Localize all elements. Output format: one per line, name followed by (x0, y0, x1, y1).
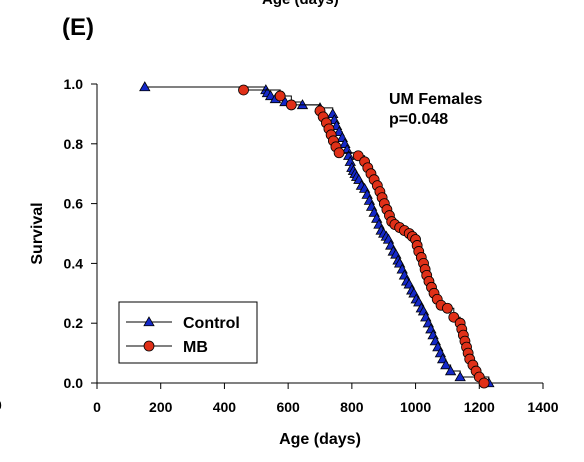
x-tick-label: 400 (213, 399, 237, 415)
clipped-previous-axis-title: Age (days) (262, 0, 339, 8)
mb-point (333, 147, 345, 159)
x-tick-label: 1400 (527, 399, 558, 415)
mb-point (274, 90, 286, 102)
control-point (454, 371, 466, 382)
x-tick-label: 0 (93, 399, 101, 415)
y-axis-title: Survival (29, 202, 46, 264)
panel-label: (E) (62, 14, 94, 41)
legend-label-control: Control (183, 315, 240, 332)
control-point (296, 99, 309, 110)
y-tick-label: 0.4 (64, 255, 84, 271)
control-point (444, 365, 457, 376)
x-axis-title: Age (days) (279, 431, 361, 448)
x-tick-label: 1200 (464, 399, 495, 415)
mb-point (442, 302, 453, 314)
legend-box (118, 301, 258, 364)
y-tick-label: 0.8 (64, 136, 84, 152)
mb-point (285, 99, 297, 111)
y-tick-label: 1.0 (64, 76, 84, 92)
annotation-p-value: p=0.048 (389, 111, 448, 128)
mb-survival-line (243, 89, 485, 383)
y-tick-label: 0.6 (64, 196, 84, 212)
mb-point (478, 377, 490, 389)
legend-marker-mb (143, 340, 155, 352)
y-tick-label: 0.2 (64, 315, 84, 331)
legend-label-mb: MB (183, 339, 208, 356)
clipped-previous-x-tick-label: 0 (0, 397, 2, 413)
x-tick-label: 600 (276, 399, 300, 415)
control-point (327, 108, 339, 119)
mb-point (238, 84, 249, 96)
control-point (440, 359, 452, 370)
x-tick-label: 1000 (400, 399, 431, 415)
x-tick-label: 200 (149, 399, 173, 415)
annotation-group-label: UM Females (389, 91, 482, 108)
legend-marker-control (143, 316, 155, 327)
y-tick-label: 0.0 (64, 375, 84, 391)
control-point (139, 81, 151, 92)
x-tick-label: 800 (340, 399, 364, 415)
